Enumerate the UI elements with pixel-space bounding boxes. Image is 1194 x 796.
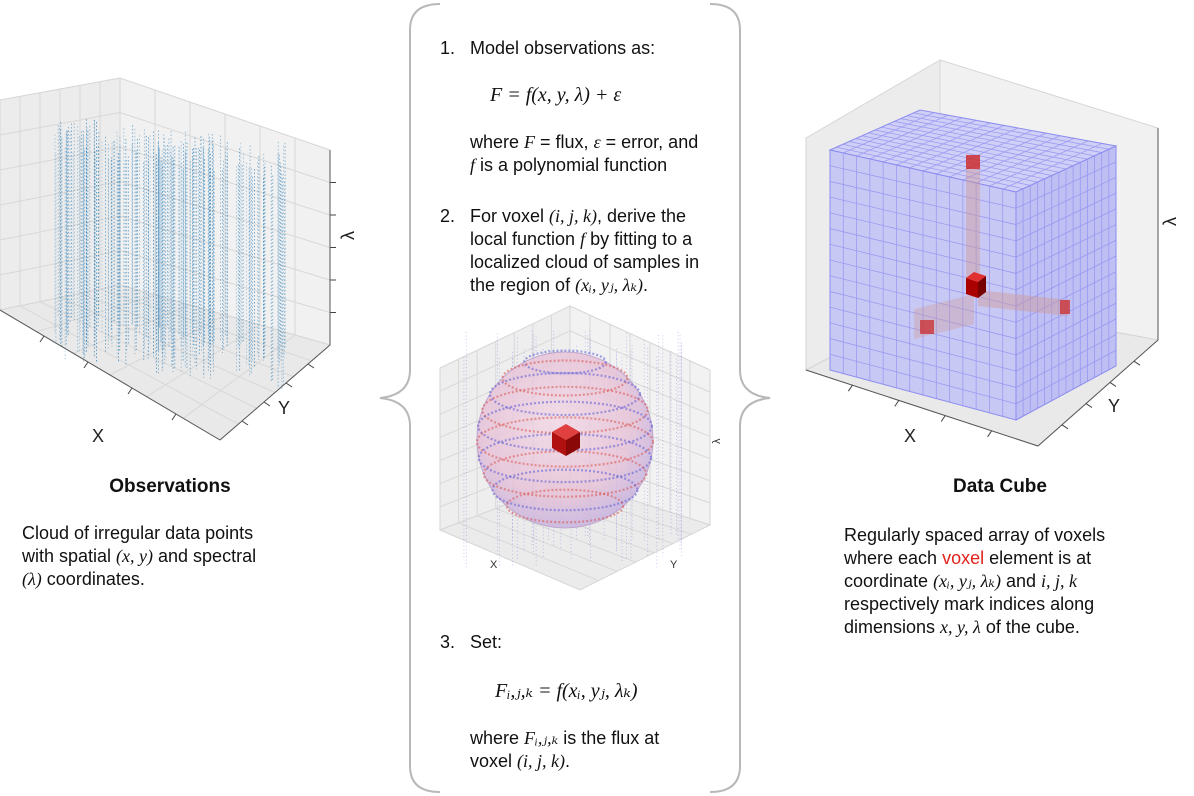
y-axis-label: Y: [278, 398, 290, 418]
desc-line-1: Cloud of irregular data points: [22, 523, 254, 543]
step-1-number: 1.: [440, 38, 456, 58]
step-3-number: 3.: [440, 632, 456, 652]
sphere-x-label: X: [490, 559, 498, 571]
step-2-text: For voxel (i, j, k), derive the local fu…: [470, 206, 700, 295]
desc-line-2: with spatial (x, y) and spectral: [22, 546, 257, 566]
step-3-title: Set:: [470, 632, 503, 652]
observations-panel: X Y λ Observations Cloud of irregular da…: [0, 0, 380, 796]
pane-gridlines: [0, 81, 331, 425]
data-cube-heading: Data Cube: [953, 476, 1047, 497]
target-voxel: [552, 424, 580, 456]
cube-lambda-label: λ: [1160, 217, 1180, 226]
step-1-where: where F = flux, ε = error, and f is a po…: [470, 132, 699, 175]
curly-brace-frame: [379, 3, 771, 793]
voxel-highlight: voxel: [942, 548, 985, 568]
cube-x-label: X: [904, 426, 916, 446]
sphere-y-label: Y: [670, 559, 678, 571]
voxel-index-arms: [914, 155, 1070, 340]
step-3-equation: Fᵢ,ⱼ,ₖ = f(xᵢ, yⱼ, λₖ): [495, 680, 638, 702]
cube-y-label: Y: [1108, 396, 1120, 416]
method-panel: 1. Model observations as: F = f(x, y, λ)…: [370, 0, 790, 796]
axis-ticks: [0, 150, 336, 441]
observations-3d-plot: X Y λ: [0, 77, 358, 446]
step-1-title: Model observations as:: [470, 38, 656, 58]
observations-description: Cloud of irregular data points with spat…: [22, 522, 352, 591]
data-cube-description: Regularly spaced array of voxels where e…: [844, 525, 1106, 637]
voxel-gridlines: [829, 112, 1117, 417]
center-voxel: [966, 272, 986, 298]
lambda-axis-label: λ: [338, 231, 358, 240]
step-1-equation: F = f(x, y, λ) + ε: [490, 84, 622, 106]
step-2-number: 2.: [440, 206, 456, 226]
scatter-points: [54, 119, 286, 391]
desc-line-3: (λ) coordinates.: [22, 569, 145, 589]
data-cube-panel: X Y λ Data Cube Regularly spaced array o…: [790, 0, 1194, 796]
observations-heading: Observations: [109, 476, 231, 497]
cube-axis-ticks: [805, 128, 1159, 447]
step-3-where: where Fᵢ,ⱼ,ₖ is the flux at voxel (i, j,…: [470, 728, 660, 771]
local-fit-sphere-plot: X Y λ: [438, 305, 723, 591]
sphere-lambda-label: λ: [711, 438, 723, 444]
data-cube-3d-plot: X Y λ: [804, 59, 1180, 447]
x-axis-label: X: [92, 426, 104, 446]
